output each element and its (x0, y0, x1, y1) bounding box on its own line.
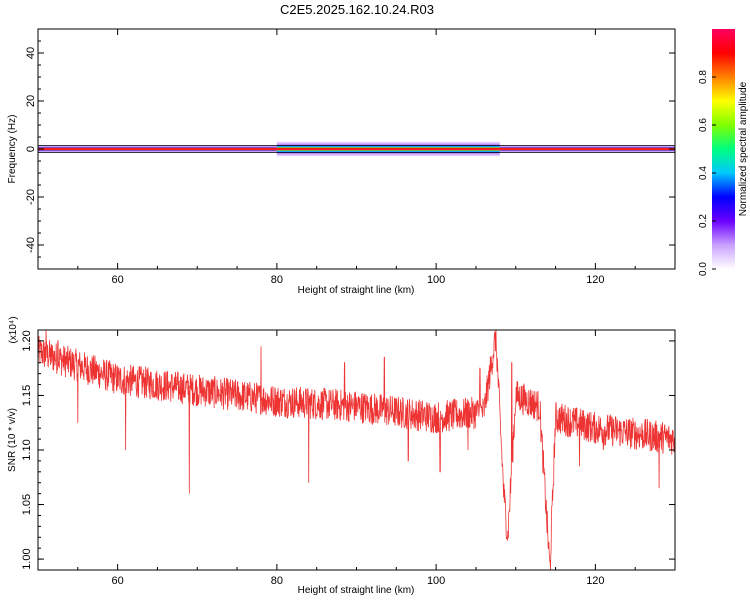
spectrogram-y-tick-label: 20 (25, 95, 37, 107)
spectrogram-x-tick-label: 100 (427, 274, 445, 286)
snr-series-line (37, 329, 676, 570)
spectrogram-x-tick-label: 60 (112, 274, 124, 286)
snr-panel: 60 80 100 120 1.00 1.05 1.10 1.15 1.20 Height of… (7, 316, 676, 596)
spectrogram-y-tick-label: -40 (25, 237, 37, 253)
colorbar-tick-label: 0.4 (698, 166, 709, 180)
spectrogram-y-tick-label: -20 (25, 189, 37, 205)
colorbar-tick-label: 0.8 (698, 70, 709, 84)
spectrogram-y-axis-label: Frequency (Hz) (7, 115, 18, 184)
spectrogram-plot-area (38, 141, 675, 157)
colorbar-tick-label: 0.2 (698, 214, 709, 228)
snr-y-tick-label: 1.05 (21, 494, 33, 515)
spectrogram-y-tick-label: 0 (25, 146, 37, 152)
snr-y-tick-label: 1.20 (21, 330, 33, 351)
spectrogram-panel: 60 80 100 120 40 20 0 -20 -40 Height of straight… (7, 28, 676, 296)
snr-x-axis-label: Height of straight line (km) (298, 585, 415, 596)
spectrogram-x-axis-label: Height of straight line (km) (298, 285, 415, 296)
spectrogram-x-tick-label: 80 (271, 274, 283, 286)
chart-title: C2E5.2025.162.10.24.R03 (280, 2, 434, 17)
colorbar-tick-label: 0.6 (698, 118, 709, 132)
snr-y-tick-label: 1.15 (21, 385, 33, 406)
snr-y-tick-label: 1.10 (21, 439, 33, 460)
snr-plot-area (37, 329, 676, 570)
colorbar-label: Normalized spectral amplitude (738, 81, 749, 216)
spectrogram-y-tick-label: 40 (25, 47, 37, 59)
snr-x-tick-label: 60 (112, 575, 124, 587)
colorbar-ticks: 0.0 0.2 0.4 0.6 0.8 (698, 70, 716, 276)
colorbar: 0.0 0.2 0.4 0.6 0.8 Normalized spectral ampl… (698, 29, 749, 276)
snr-x-tick-label: 120 (586, 575, 604, 587)
colorbar-gradient (712, 29, 735, 269)
snr-multiplier-label: (x10⁴) (8, 316, 19, 343)
snr-ticks: 60 80 100 120 1.00 1.05 1.10 1.15 1.20 (21, 330, 675, 587)
spectrogram-x-tick-label: 120 (586, 274, 604, 286)
colorbar-tick-label: 0.0 (698, 262, 709, 276)
snr-x-tick-label: 100 (427, 575, 445, 587)
snr-y-axis-label: SNR (10 * v/v) (7, 408, 18, 472)
spectrogram-ticks: 60 80 100 120 40 20 0 -20 -40 (25, 29, 675, 286)
snr-x-tick-label: 80 (271, 575, 283, 587)
snr-y-tick-label: 1.00 (21, 548, 33, 569)
